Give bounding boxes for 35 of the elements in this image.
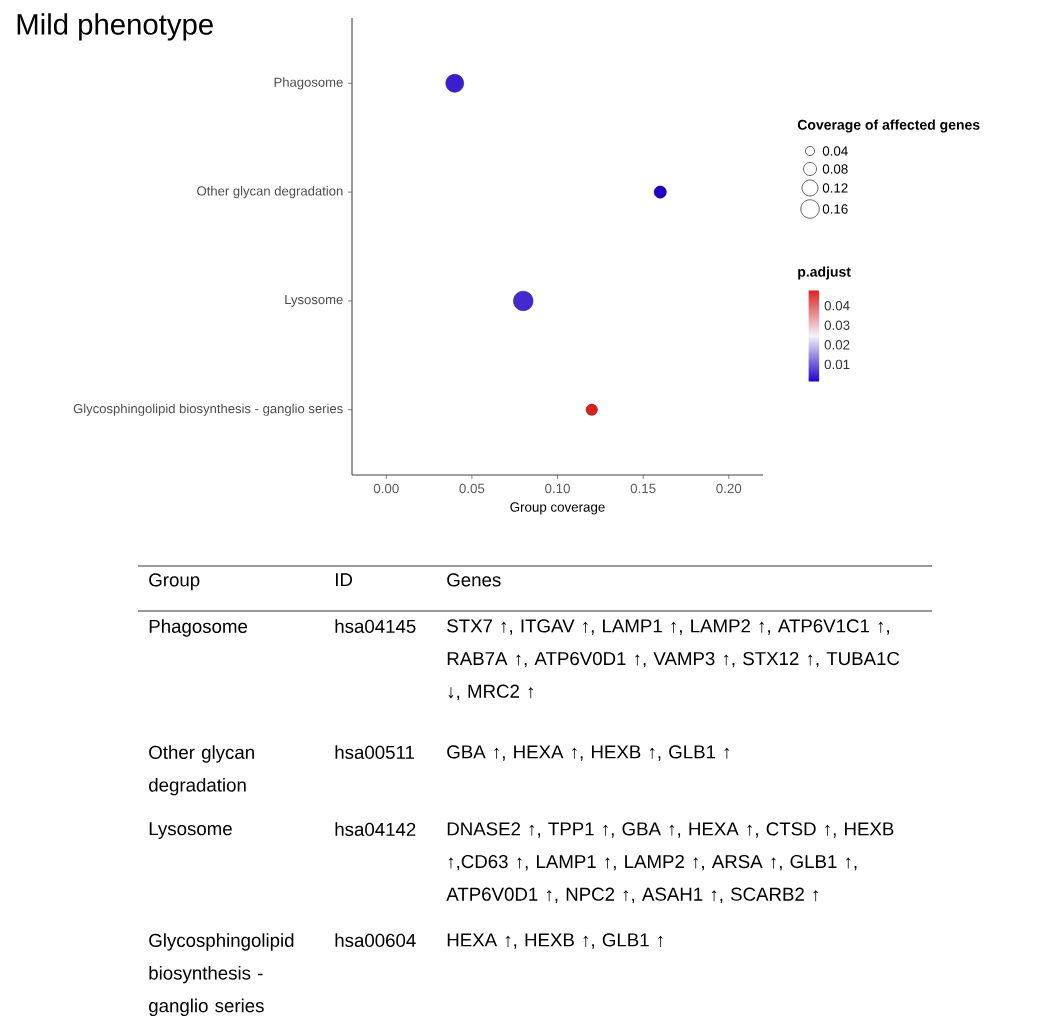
y-tick-label: Lysosome [285, 295, 343, 307]
color-bar-label: 0.04 [824, 300, 850, 311]
x-axis-title: Group coverage [510, 502, 605, 515]
text: Phagosome [149, 619, 248, 637]
y-tick-label: Other glycan degradation [197, 186, 343, 199]
text: ID [335, 573, 353, 587]
color-bar-title: p.adjust [798, 266, 851, 280]
legend-title: Coverage of affected genes [797, 119, 980, 133]
text: DNASE2 ↑, TPP1 ↑, GBA ↑, HEXA ↑, CTSD ↑, HEXB ↑,CD63 ↑, LAMP1 ↑, LAMP2 ↑, ARSA ↑, GLB1 ↑, ATP6V0D1 ↑, NPC2 ↑, ASAH1 ↑, SCARB2 ↑ [446, 822, 894, 904]
legend-label: 0.16 [822, 204, 848, 214]
text: Genes [447, 573, 501, 587]
x-tick-label: 0.05 [459, 483, 485, 494]
text: hsa04145 [335, 619, 416, 633]
legend-label: 0.12 [822, 183, 848, 193]
text: hsa00604 [335, 933, 416, 947]
text: STX7 ↑, ITGAV ↑, LAMP1 ↑, LAMP2 ↑, ATP6V1C1 ↑, RAB7A ↑, ATP6V0D1 ↑, VAMP3 ↑, STX12 ↑, TUBA1C ↓, MRC2 ↑ [447, 619, 900, 701]
text: hsa00511 [335, 745, 414, 759]
x-tick-label: 0.20 [716, 483, 742, 494]
x-tick-label: 0.15 [630, 483, 656, 494]
x-tick-label: 0.10 [545, 483, 570, 494]
text: Other glycan degradation [149, 745, 254, 796]
text: Group [149, 573, 200, 591]
text: Lysosome [149, 822, 232, 839]
color-bar-label: 0.01 [824, 359, 850, 370]
text: Mild phenotype [17, 13, 213, 41]
y-tick-label: Glycosphingolipid biosynthesis - ganglio series [73, 403, 343, 416]
legend-label: 0.04 [822, 146, 848, 156]
text: hsa04142 [335, 822, 416, 836]
x-tick-label: 0.00 [373, 483, 399, 494]
text: GBA ↑, HEXA ↑, HEXB ↑, GLB1 ↑ [447, 745, 730, 761]
legend-label: 0.08 [822, 164, 848, 174]
y-tick-label: Phagosome [274, 77, 343, 90]
color-bar-label: 0.02 [824, 340, 850, 350]
text: HEXA ↑, HEXB ↑, GLB1 ↑ [447, 933, 663, 949]
color-bar-label: 0.03 [824, 320, 850, 330]
